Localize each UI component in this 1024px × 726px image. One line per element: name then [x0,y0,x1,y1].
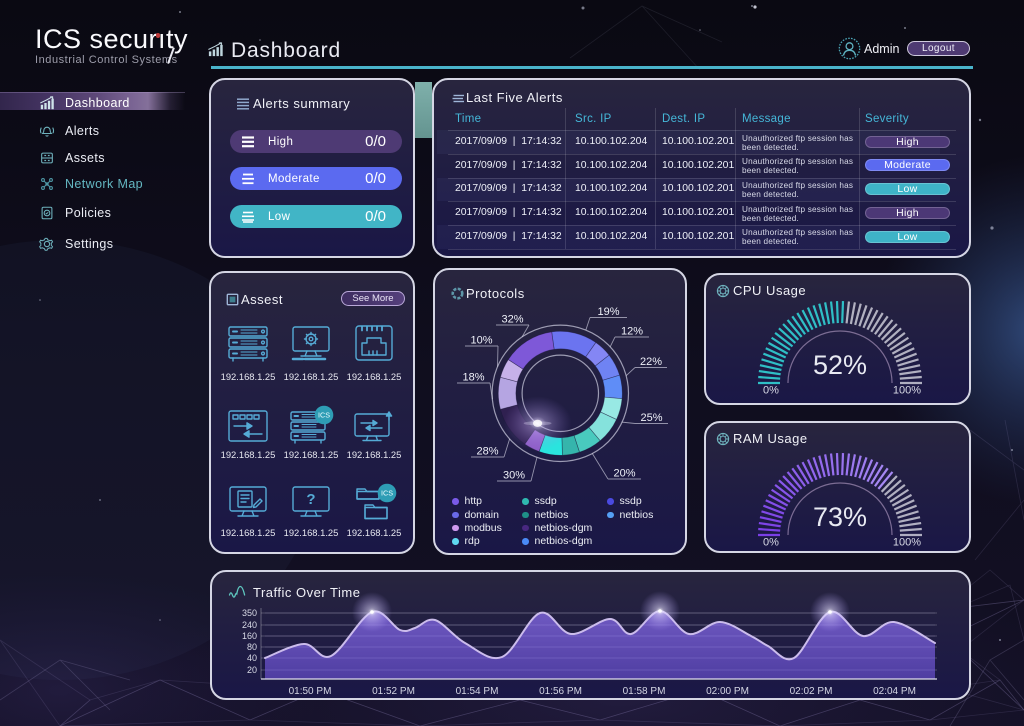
svg-text:160: 160 [242,631,257,641]
svg-text:350: 350 [242,608,257,618]
svg-text:28%: 28% [476,446,498,458]
svg-text:ICS: ICS [318,411,330,420]
svg-text:0%: 0% [763,537,779,549]
svg-text:80: 80 [247,642,257,652]
svg-text:25%: 25% [640,412,662,424]
svg-text:22%: 22% [640,356,662,368]
svg-text:32%: 32% [501,314,523,326]
svg-text:12%: 12% [621,326,643,338]
svg-text:73%: 73% [813,502,867,532]
svg-text:240: 240 [242,620,257,630]
svg-text:40: 40 [247,653,257,663]
svg-text:19%: 19% [597,306,619,318]
svg-text:100%: 100% [893,537,921,549]
svg-text:?: ? [306,491,315,508]
svg-text:20%: 20% [613,468,635,480]
svg-text:01:54 PM: 01:54 PM [456,686,499,697]
svg-text:52%: 52% [813,350,867,380]
svg-text:20: 20 [247,665,257,675]
svg-text:01:56 PM: 01:56 PM [539,686,582,697]
svg-text:02:02 PM: 02:02 PM [790,686,833,697]
svg-text:01:52 PM: 01:52 PM [372,686,415,697]
svg-text:01:50 PM: 01:50 PM [289,686,332,697]
svg-text:30%: 30% [503,470,525,482]
svg-text:0%: 0% [763,385,779,397]
svg-text:02:00 PM: 02:00 PM [706,686,749,697]
svg-text:01:58 PM: 01:58 PM [623,686,666,697]
svg-text:ICS: ICS [381,489,393,498]
svg-text:02:04 PM: 02:04 PM [873,686,916,697]
svg-text:100%: 100% [893,385,921,397]
svg-text:18%: 18% [462,372,484,384]
svg-text:10%: 10% [470,335,492,347]
